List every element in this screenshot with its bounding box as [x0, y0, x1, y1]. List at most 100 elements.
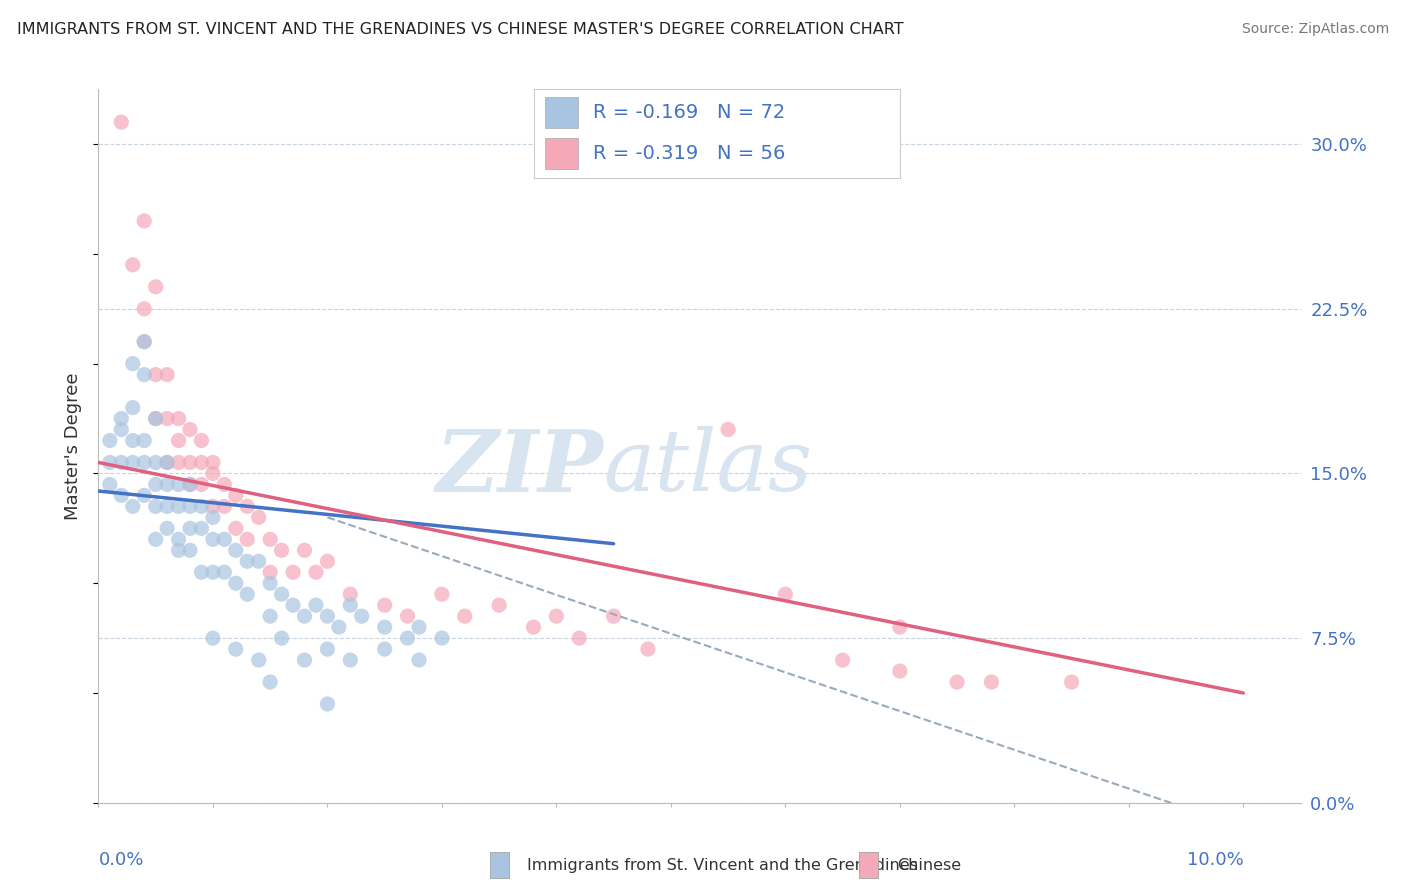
Point — [145, 533, 167, 547]
Point — [190, 434, 212, 448]
Point — [236, 500, 259, 514]
Y-axis label: Master's Degree: Master's Degree — [65, 372, 83, 520]
Point — [339, 653, 361, 667]
Point — [225, 521, 247, 535]
Point — [316, 697, 339, 711]
Point — [294, 653, 316, 667]
Point — [201, 510, 224, 524]
Point — [134, 301, 156, 316]
Point — [110, 488, 132, 502]
Point — [236, 533, 259, 547]
Point — [294, 609, 316, 624]
Text: IMMIGRANTS FROM ST. VINCENT AND THE GRENADINES VS CHINESE MASTER'S DEGREE CORREL: IMMIGRANTS FROM ST. VINCENT AND THE GREN… — [17, 22, 904, 37]
Point — [430, 587, 453, 601]
Point — [294, 543, 316, 558]
Point — [145, 477, 167, 491]
Point — [259, 675, 281, 690]
Point — [134, 434, 156, 448]
Point — [145, 455, 167, 469]
Point — [134, 334, 156, 349]
Text: Source: ZipAtlas.com: Source: ZipAtlas.com — [1241, 22, 1389, 37]
Point — [121, 401, 143, 415]
Point — [225, 576, 247, 591]
Point — [110, 455, 132, 469]
Point — [889, 664, 911, 678]
Point — [717, 423, 740, 437]
Point — [167, 543, 190, 558]
Point — [488, 598, 510, 612]
Point — [374, 598, 396, 612]
Point — [145, 411, 167, 425]
Point — [637, 642, 659, 657]
Point — [201, 533, 224, 547]
Point — [546, 609, 568, 624]
Point — [214, 566, 236, 580]
Point — [98, 434, 121, 448]
Text: Immigrants from St. Vincent and the Grenadines: Immigrants from St. Vincent and the Gren… — [527, 858, 918, 872]
Point — [121, 258, 143, 272]
Point — [946, 675, 969, 690]
Point — [110, 423, 132, 437]
Point — [110, 411, 132, 425]
Text: R = -0.319   N = 56: R = -0.319 N = 56 — [593, 144, 785, 163]
Point — [179, 477, 201, 491]
Point — [156, 500, 179, 514]
Text: ZIP: ZIP — [436, 425, 603, 509]
Point — [145, 500, 167, 514]
Point — [339, 598, 361, 612]
Point — [179, 521, 201, 535]
Point — [316, 554, 339, 568]
Point — [374, 620, 396, 634]
Point — [247, 653, 270, 667]
Point — [156, 477, 179, 491]
Point — [98, 477, 121, 491]
Point — [225, 642, 247, 657]
Point — [831, 653, 853, 667]
Point — [179, 477, 201, 491]
Point — [281, 598, 304, 612]
Point — [214, 533, 236, 547]
Point — [190, 500, 212, 514]
Point — [225, 543, 247, 558]
Point — [190, 521, 212, 535]
Point — [408, 653, 430, 667]
Text: 0.0%: 0.0% — [98, 851, 143, 869]
Point — [396, 609, 419, 624]
Point — [121, 500, 143, 514]
Point — [350, 609, 373, 624]
Point — [134, 368, 156, 382]
Point — [167, 500, 190, 514]
Point — [454, 609, 477, 624]
Point — [179, 543, 201, 558]
Point — [305, 598, 328, 612]
Point — [1060, 675, 1083, 690]
Point — [522, 620, 544, 634]
Point — [167, 455, 190, 469]
Text: atlas: atlas — [603, 426, 813, 508]
Point — [156, 411, 179, 425]
Point — [408, 620, 430, 634]
Text: Chinese: Chinese — [897, 858, 962, 872]
Point — [259, 566, 281, 580]
Point — [201, 467, 224, 481]
Point — [167, 533, 190, 547]
Point — [396, 631, 419, 645]
Point — [156, 455, 179, 469]
Point — [281, 566, 304, 580]
Point — [374, 642, 396, 657]
Point — [145, 280, 167, 294]
Point — [190, 455, 212, 469]
Point — [225, 488, 247, 502]
Point — [179, 455, 201, 469]
FancyBboxPatch shape — [546, 138, 578, 169]
Point — [179, 423, 201, 437]
Point — [236, 554, 259, 568]
Point — [270, 587, 292, 601]
Point — [316, 609, 339, 624]
Point — [247, 510, 270, 524]
Text: R = -0.169   N = 72: R = -0.169 N = 72 — [593, 103, 785, 122]
Point — [201, 455, 224, 469]
Point — [190, 566, 212, 580]
Point — [316, 642, 339, 657]
Text: 10.0%: 10.0% — [1187, 851, 1243, 869]
